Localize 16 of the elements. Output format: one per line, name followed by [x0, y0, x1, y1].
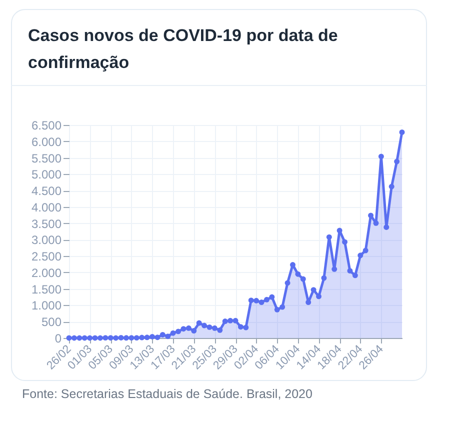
y-tick-label: 1.000: [31, 298, 62, 313]
y-tick-label: 500: [41, 315, 62, 330]
y-tick-label: 0: [54, 332, 62, 346]
y-tick-label: 4.500: [31, 184, 62, 198]
y-tick-label: 6.500: [31, 118, 62, 132]
y-tick-label: 2.000: [31, 266, 62, 280]
y-tick-label: 3.000: [31, 233, 62, 248]
y-tick-label: 5.500: [31, 151, 62, 166]
source-note: Fonte: Secretarias Estaduais de Saúde. Brasil, 2020: [22, 387, 312, 401]
y-tick-label: 2.500: [31, 250, 62, 264]
y-tick-label: 4.000: [31, 200, 62, 214]
y-tick-label: 6.000: [31, 134, 62, 149]
y-tick-label: 3.500: [31, 216, 62, 231]
y-tick-label: 5.000: [31, 168, 62, 182]
y-tick-label: 1.500: [31, 282, 62, 296]
chart-title: Casos novos de COVID-19 por data de confirmação: [28, 25, 339, 74]
